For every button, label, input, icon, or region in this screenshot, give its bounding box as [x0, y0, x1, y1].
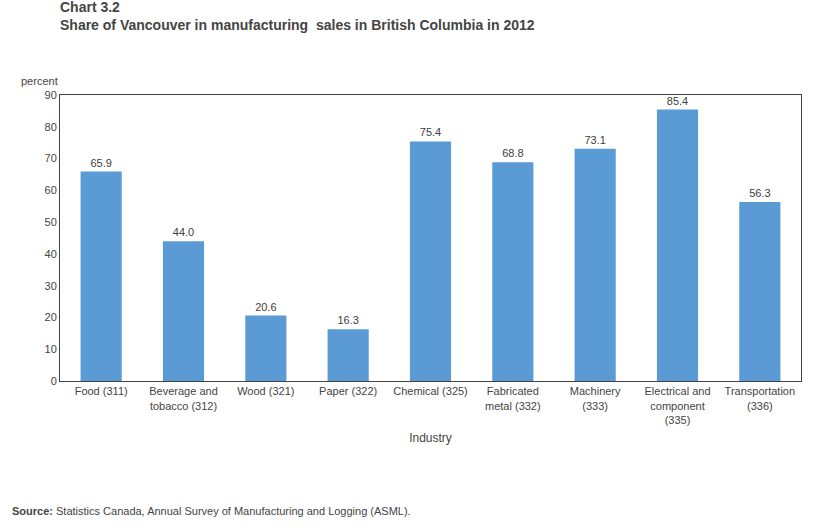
svg-text:Food (311): Food (311) — [75, 385, 128, 397]
svg-text:40: 40 — [45, 248, 57, 260]
svg-text:Paper (322): Paper (322) — [319, 385, 377, 397]
svg-text:Chart 3.2Share of Vancouver in: Chart 3.2Share of Vancouver in manufactu… — [60, 0, 535, 33]
svg-text:Machinery(333): Machinery(333) — [570, 385, 621, 411]
svg-text:85.4: 85.4 — [667, 95, 688, 107]
svg-text:10: 10 — [45, 343, 57, 355]
svg-text:44.0: 44.0 — [173, 226, 194, 238]
svg-text:70: 70 — [45, 152, 57, 164]
svg-text:80: 80 — [45, 121, 57, 133]
svg-text:Wood (321): Wood (321) — [237, 385, 294, 397]
svg-text:56.3: 56.3 — [749, 187, 770, 199]
svg-text:20.6: 20.6 — [255, 301, 276, 313]
svg-text:65.9: 65.9 — [90, 157, 111, 169]
svg-text:Electrical andcomponent(335): Electrical andcomponent(335) — [644, 385, 710, 426]
svg-text:73.1: 73.1 — [584, 134, 605, 146]
svg-text:30: 30 — [45, 280, 57, 292]
svg-text:20: 20 — [45, 311, 57, 323]
svg-text:50: 50 — [45, 216, 57, 228]
svg-text:percent: percent — [21, 75, 58, 87]
svg-text:16.3: 16.3 — [337, 314, 358, 326]
svg-text:75.4: 75.4 — [420, 126, 441, 138]
svg-text:Transportation(336): Transportation(336) — [725, 385, 796, 411]
svg-text:0: 0 — [51, 375, 57, 387]
svg-text:Beverage andtobacco (312): Beverage andtobacco (312) — [149, 385, 218, 411]
svg-text:60: 60 — [45, 184, 57, 196]
svg-text:Industry: Industry — [409, 431, 452, 445]
svg-text:68.8: 68.8 — [502, 147, 523, 159]
svg-text:90: 90 — [45, 89, 57, 101]
svg-text:Fabricatedmetal (332): Fabricatedmetal (332) — [485, 385, 541, 411]
svg-text:Source: Statistics Canada, Ann: Source: Statistics Canada, Annual Survey… — [12, 505, 411, 517]
svg-text:Chemical (325): Chemical (325) — [393, 385, 468, 397]
